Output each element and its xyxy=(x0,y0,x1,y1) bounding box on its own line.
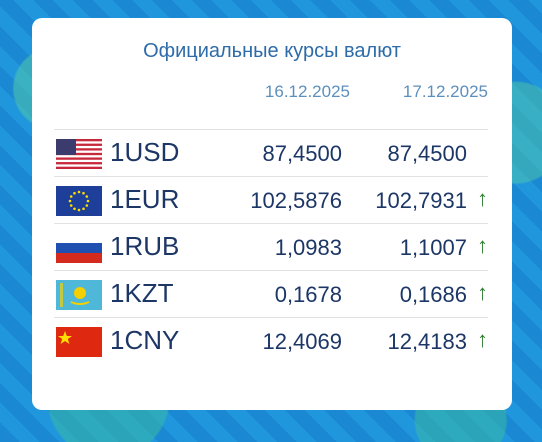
flag xyxy=(56,186,102,216)
rate-row: 1USD 87,4500 87,4500 xyxy=(32,130,512,176)
rates-card: Официальные курсы валют 16.12.2025 17.12… xyxy=(32,18,512,410)
rate-value: 1,1007 xyxy=(399,235,467,260)
currency-code: 1EUR xyxy=(110,184,180,214)
flag xyxy=(56,327,102,357)
flag xyxy=(56,139,102,169)
separator xyxy=(54,270,488,271)
separator xyxy=(54,317,488,318)
flag-icon xyxy=(56,280,102,315)
title: Официальные курсы валют xyxy=(143,40,401,62)
date-header: 16.12.2025 xyxy=(264,82,350,101)
currency-code: 1CNY xyxy=(110,325,180,355)
rate-value: 102,5876 xyxy=(250,188,342,213)
rate-value: 87,4500 xyxy=(387,141,467,166)
currency-code: 1USD xyxy=(110,137,180,167)
currency-code: 1RUB xyxy=(110,231,180,261)
flag-icon xyxy=(56,327,102,362)
trend-arrow: ↑ xyxy=(477,186,488,211)
flag xyxy=(56,233,102,263)
separator xyxy=(54,176,488,177)
rate-value: 12,4183 xyxy=(387,329,467,354)
flag-icon xyxy=(56,139,102,174)
separator xyxy=(54,223,488,224)
date-header: 17.12.2025 xyxy=(402,82,488,101)
trend-arrow: ↑ xyxy=(477,233,488,258)
rate-row: 1EUR 102,5876 102,7931 ↑ xyxy=(32,177,512,223)
rate-value: 1,0983 xyxy=(274,235,342,260)
rate-value: 87,4500 xyxy=(262,141,342,166)
rate-row: 1RUB 1,0983 1,1007 ↑ xyxy=(32,224,512,270)
rate-row: 1KZT 0,1678 0,1686 ↑ xyxy=(32,271,512,317)
flag xyxy=(56,280,102,310)
currency-code: 1KZT xyxy=(110,278,174,308)
flag-icon xyxy=(56,186,102,221)
trend-arrow: ↑ xyxy=(477,280,488,305)
separator xyxy=(54,129,488,130)
rate-row: 1CNY 12,4069 12,4183 ↑ xyxy=(32,318,512,364)
rate-value: 0,1678 xyxy=(274,282,342,307)
rate-value: 12,4069 xyxy=(262,329,342,354)
rate-value: 0,1686 xyxy=(399,282,467,307)
flag-icon xyxy=(56,233,102,268)
rate-value: 102,7931 xyxy=(375,188,467,213)
trend-arrow: ↑ xyxy=(477,327,488,352)
